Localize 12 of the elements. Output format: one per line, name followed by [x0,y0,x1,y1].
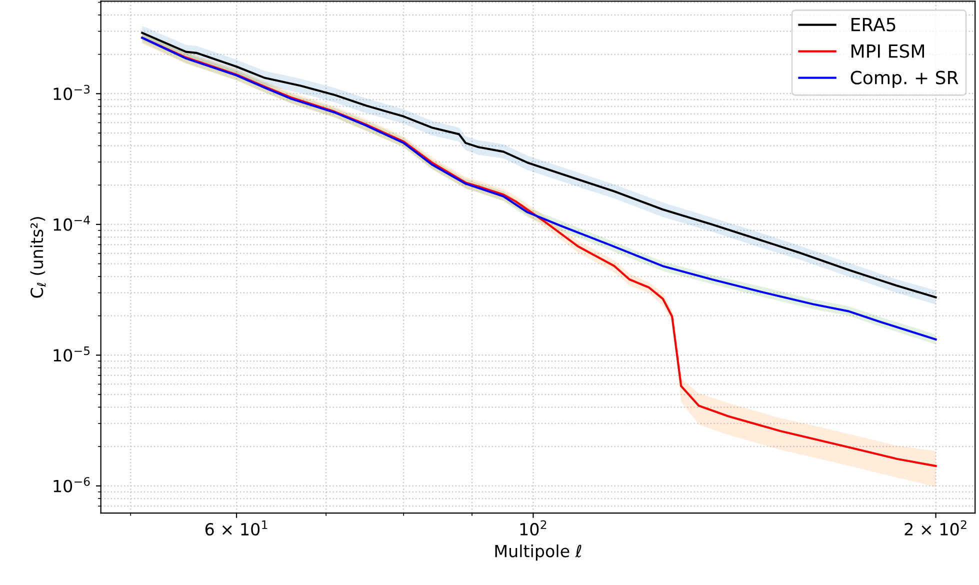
y-tick-label: 10$^{−5}$ [54,346,90,362]
y-axis-title: C$_{ℓ}$ (units²) [30,217,46,298]
x-axis-title: Multipole ℓ [495,544,582,561]
legend-label: ERA5 [852,18,896,32]
y-tick-label: 10$^{−3}$ [54,84,90,100]
x-tick-label: 10$^{2}$ [520,520,546,536]
y-tick-label: 10$^{−4}$ [54,216,90,231]
y-tick-label: 10$^{−6}$ [54,477,90,492]
x-tick-label: 6 × 10$^{1}$ [205,520,268,536]
legend-label: Comp. + SR [850,70,958,88]
x-tick-label: 2 × 10$^{2}$ [904,520,966,536]
legend-label: MPI ESM [852,44,924,58]
